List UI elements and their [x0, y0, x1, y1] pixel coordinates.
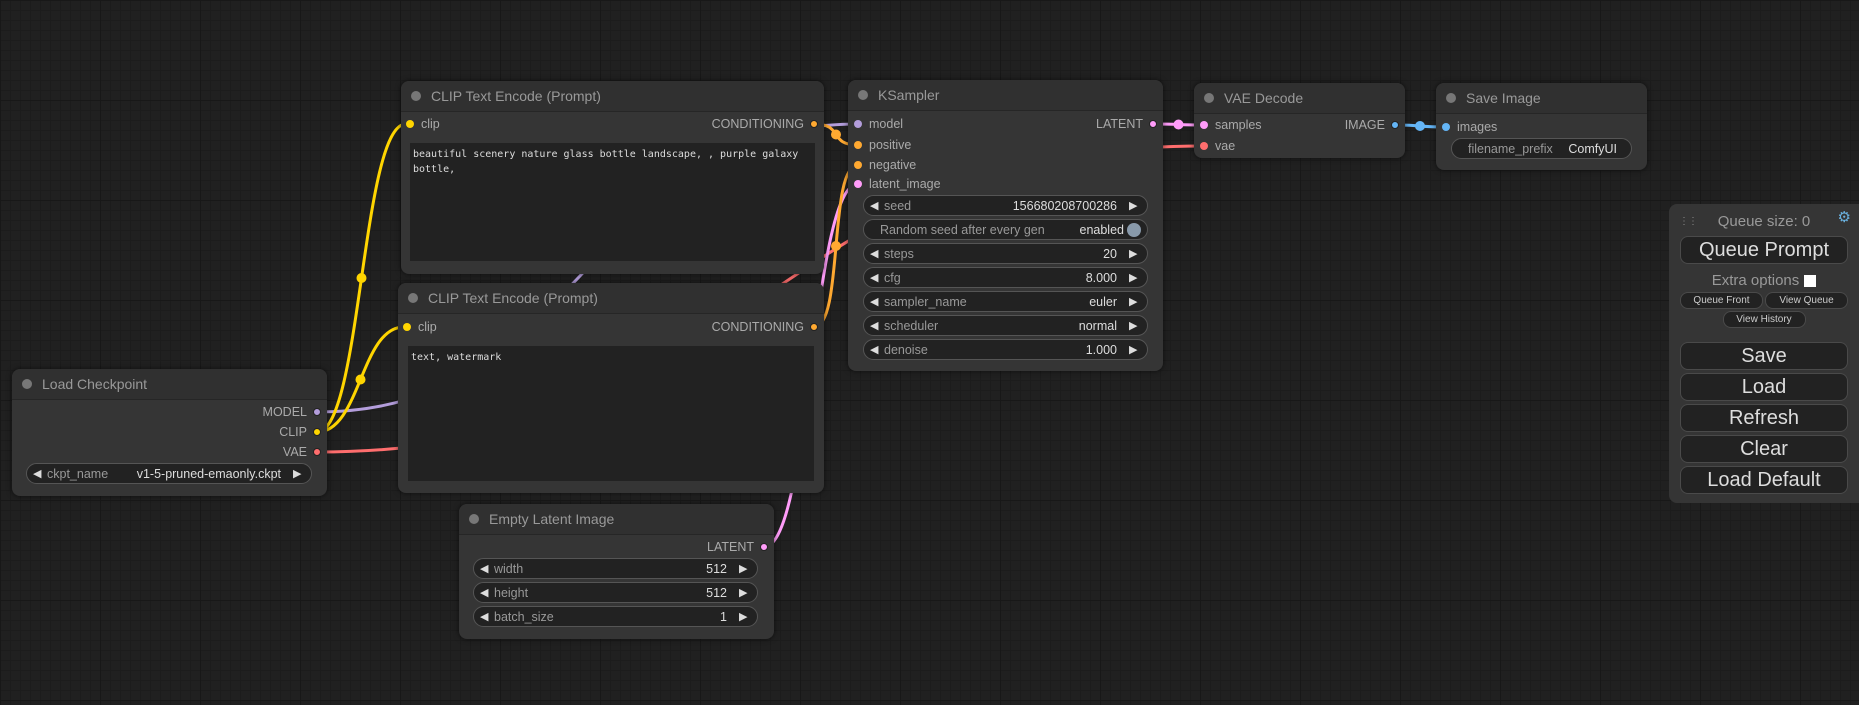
node-title: CLIP Text Encode (Prompt): [428, 290, 598, 306]
arrow-left-icon[interactable]: ◀: [870, 272, 879, 284]
output-conditioning[interactable]: CONDITIONING: [712, 319, 818, 335]
node-clip-text-encode-negative[interactable]: CLIP Text Encode (Prompt) clip CONDITION…: [398, 283, 824, 493]
widget-batch-size[interactable]: ◀ batch_size 1 ▶: [473, 606, 758, 627]
node-status-dot[interactable]: [1446, 93, 1456, 103]
arrow-left-icon[interactable]: ◀: [480, 611, 489, 623]
arrow-right-icon[interactable]: ▶: [1129, 248, 1138, 260]
input-clip[interactable]: clip: [406, 116, 440, 132]
widget-filename-prefix[interactable]: filename_prefix ComfyUI: [1451, 138, 1632, 159]
node-empty-latent-image[interactable]: Empty Latent Image LATENT ◀ width 512 ▶ ◀ he…: [459, 504, 774, 639]
input-vae[interactable]: vae: [1200, 138, 1235, 154]
node-save-image[interactable]: Save Image images filename_prefix ComfyUI: [1436, 83, 1647, 170]
node-title: VAE Decode: [1224, 90, 1304, 106]
extra-options-label: Extra options: [1711, 272, 1800, 289]
queue-panel: ⋮⋮ Queue size: 0 ⚙ Queue Prompt Extra op…: [1669, 204, 1859, 503]
input-model[interactable]: model: [854, 116, 903, 132]
load-default-button[interactable]: Load Default: [1680, 466, 1848, 494]
widget-seed[interactable]: ◀ seed 156680208700286 ▶: [863, 195, 1148, 216]
widget-height[interactable]: ◀ height 512 ▶: [473, 582, 758, 603]
output-model[interactable]: MODEL: [263, 404, 321, 420]
input-negative[interactable]: negative: [854, 157, 916, 173]
node-title: Empty Latent Image: [489, 511, 615, 527]
input-latent-image[interactable]: latent_image: [854, 176, 941, 192]
toggle-random-seed[interactable]: Random seed after every gen enabled: [863, 219, 1148, 240]
node-title: Load Checkpoint: [42, 376, 148, 392]
node-load-checkpoint[interactable]: Load Checkpoint MODEL CLIP VAE ◀ ckpt_nam…: [12, 369, 327, 496]
arrow-left-icon[interactable]: ◀: [870, 320, 879, 332]
arrow-right-icon[interactable]: ▶: [739, 587, 748, 599]
output-clip[interactable]: CLIP: [279, 424, 321, 440]
node-status-dot[interactable]: [858, 90, 868, 100]
queue-size: Queue size: 0: [1717, 213, 1811, 230]
wire-latent-ks-midpoint[interactable]: [1173, 119, 1184, 130]
node-status-dot[interactable]: [22, 379, 32, 389]
drag-handle-icon[interactable]: ⋮⋮: [1679, 216, 1698, 227]
extra-options-checkbox[interactable]: [1804, 274, 1817, 287]
output-latent[interactable]: LATENT: [707, 539, 768, 555]
node-title: CLIP Text Encode (Prompt): [431, 88, 601, 104]
output-conditioning[interactable]: CONDITIONING: [712, 116, 818, 132]
widget-sampler-name[interactable]: ◀ sampler_name euler ▶: [863, 291, 1148, 312]
prompt-textarea[interactable]: beautiful scenery nature glass bottle la…: [410, 143, 815, 261]
arrow-left-icon[interactable]: ◀: [870, 248, 879, 260]
node-status-dot[interactable]: [408, 293, 418, 303]
arrow-right-icon[interactable]: ▶: [1129, 344, 1138, 356]
node-ksampler[interactable]: KSampler model positive negative latent_…: [848, 80, 1163, 371]
arrow-left-icon[interactable]: ◀: [480, 563, 489, 575]
prompt-textarea[interactable]: text, watermark: [408, 346, 814, 481]
view-queue-button[interactable]: View Queue: [1765, 292, 1848, 309]
queue-front-button[interactable]: Queue Front: [1680, 292, 1763, 309]
node-status-dot[interactable]: [469, 514, 479, 524]
arrow-right-icon[interactable]: ▶: [293, 468, 302, 480]
widget-steps[interactable]: ◀ steps 20 ▶: [863, 243, 1148, 264]
arrow-right-icon[interactable]: ▶: [1129, 320, 1138, 332]
wire-clip-pos-midpoint[interactable]: [356, 273, 367, 283]
arrow-left-icon[interactable]: ◀: [870, 296, 879, 308]
output-latent[interactable]: LATENT: [1096, 116, 1157, 132]
node-clip-text-encode-positive[interactable]: CLIP Text Encode (Prompt) clip CONDITION…: [401, 81, 824, 274]
arrow-left-icon[interactable]: ◀: [870, 200, 879, 212]
node-title: Save Image: [1466, 90, 1541, 106]
arrow-right-icon[interactable]: ▶: [1129, 296, 1138, 308]
save-button[interactable]: Save: [1680, 342, 1848, 370]
toggle-knob[interactable]: [1127, 222, 1141, 237]
arrow-left-icon[interactable]: ◀: [33, 468, 42, 480]
clear-button[interactable]: Clear: [1680, 435, 1848, 463]
output-vae[interactable]: VAE: [283, 444, 321, 460]
input-clip[interactable]: clip: [403, 319, 437, 335]
wire-cond-pos-midpoint[interactable]: [831, 129, 841, 140]
queue-prompt-button[interactable]: Queue Prompt: [1680, 236, 1848, 264]
arrow-left-icon[interactable]: ◀: [870, 344, 879, 356]
node-vae-decode[interactable]: VAE Decode samples vae IMAGE: [1194, 83, 1405, 158]
wire-cond-neg-midpoint[interactable]: [831, 241, 841, 251]
wire-clip-neg-midpoint[interactable]: [355, 374, 366, 385]
widget-scheduler[interactable]: ◀ scheduler normal ▶: [863, 315, 1148, 336]
widget-denoise[interactable]: ◀ denoise 1.000 ▶: [863, 339, 1148, 360]
view-history-button[interactable]: View History: [1722, 311, 1806, 328]
arrow-right-icon[interactable]: ▶: [1129, 200, 1138, 212]
arrow-left-icon[interactable]: ◀: [480, 587, 489, 599]
input-positive[interactable]: positive: [854, 137, 911, 153]
load-button[interactable]: Load: [1680, 373, 1848, 401]
arrow-right-icon[interactable]: ▶: [739, 611, 748, 623]
wire-image-midpoint[interactable]: [1415, 121, 1425, 131]
node-title: KSampler: [878, 87, 940, 103]
node-status-dot[interactable]: [1204, 93, 1214, 103]
arrow-right-icon[interactable]: ▶: [1129, 272, 1138, 284]
widget-cfg[interactable]: ◀ cfg 8.000 ▶: [863, 267, 1148, 288]
gear-icon[interactable]: ⚙: [1837, 209, 1851, 226]
output-image[interactable]: IMAGE: [1345, 117, 1399, 133]
widget-ckpt-name[interactable]: ◀ ckpt_name v1-5-pruned-emaonly.ckpt ▶: [26, 463, 312, 484]
node-status-dot[interactable]: [411, 91, 421, 101]
refresh-button[interactable]: Refresh: [1680, 404, 1848, 432]
input-samples[interactable]: samples: [1200, 117, 1262, 133]
input-images[interactable]: images: [1442, 119, 1497, 135]
widget-width[interactable]: ◀ width 512 ▶: [473, 558, 758, 579]
arrow-right-icon[interactable]: ▶: [739, 563, 748, 575]
